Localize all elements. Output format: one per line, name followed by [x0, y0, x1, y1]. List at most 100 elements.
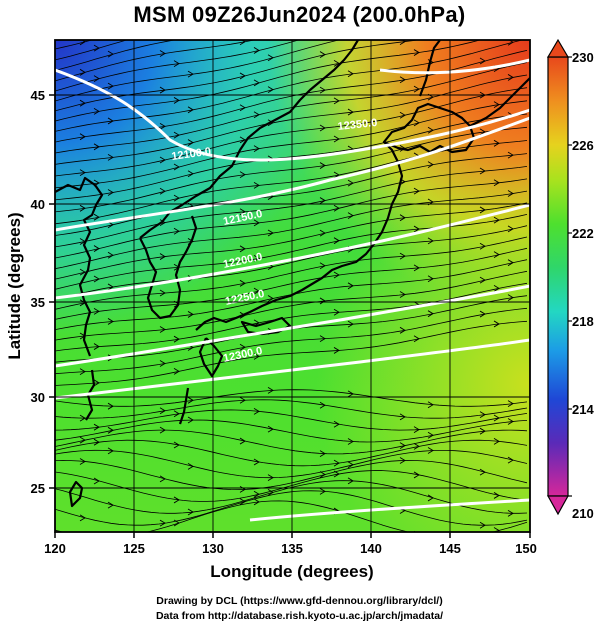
wind-arrowhead — [159, 519, 166, 527]
wind-arrowhead — [413, 225, 420, 233]
wind-arrowhead — [187, 463, 194, 470]
wind-arrowhead — [479, 128, 486, 136]
wind-arrowhead — [493, 139, 500, 147]
wind-arrowhead — [333, 470, 340, 478]
wind-arrowhead — [79, 169, 86, 176]
height-contours — [55, 58, 530, 522]
wind-arrowhead — [479, 276, 486, 284]
wind-arrowhead — [253, 287, 260, 295]
wind-arrowhead — [319, 86, 326, 94]
wind-arrowhead — [319, 197, 326, 204]
wind-arrowhead — [479, 411, 486, 418]
wind-arrowhead — [173, 194, 180, 202]
wind-arrowhead — [333, 347, 340, 354]
wind-arrowhead — [507, 456, 514, 464]
wind-arrowhead — [399, 111, 406, 119]
wind-arrowhead — [159, 187, 166, 195]
wind-arrowhead — [93, 438, 100, 446]
wind-arrowhead — [107, 501, 114, 509]
wind-arrowhead — [79, 99, 86, 107]
wind-arrowhead — [159, 475, 166, 483]
wind-arrowhead — [347, 320, 354, 328]
wind-arrowhead — [320, 19, 325, 25]
wind-arrowhead — [173, 410, 180, 418]
wind-arrowhead — [413, 264, 420, 272]
wind-arrowhead — [159, 360, 166, 367]
wind-arrowhead — [107, 426, 114, 434]
wind-arrowhead — [173, 227, 180, 235]
wind-arrowhead — [79, 268, 86, 276]
wind-arrowhead — [107, 221, 114, 229]
wind-arrowhead — [413, 119, 420, 127]
wind-arrowhead — [173, 335, 180, 343]
colorbar-tick-222: 222 — [572, 226, 594, 241]
wind-arrowhead — [348, 0, 353, 6]
wind-arrowhead — [347, 282, 354, 290]
wind-arrowhead — [93, 143, 100, 151]
grid-lines — [55, 40, 530, 532]
wind-arrowhead — [399, 457, 406, 464]
wind-arrowhead — [399, 413, 406, 421]
wind-arrowhead — [239, 279, 246, 287]
wind-arrowhead — [334, 26, 339, 32]
wind-arrowhead — [159, 156, 166, 164]
wind-arrowhead — [239, 104, 246, 112]
wind-arrowhead — [107, 283, 114, 291]
wind-arrowhead — [159, 326, 166, 333]
wind-arrowhead — [253, 353, 260, 360]
wind-arrowhead — [479, 242, 486, 250]
x-tick-130: 130 — [202, 541, 224, 556]
wind-arrowhead — [93, 75, 100, 83]
wind-arrowhead — [173, 519, 180, 527]
wind-arrowhead — [79, 133, 86, 141]
wind-arrowhead — [187, 396, 194, 404]
wind-arrowhead — [93, 307, 100, 315]
wind-arrowhead — [93, 477, 100, 485]
wind-arrowhead — [107, 153, 114, 161]
wind-arrowhead — [107, 447, 114, 455]
wind-arrowhead — [159, 50, 166, 57]
wind-arrowhead — [253, 498, 260, 506]
wind-arrowhead — [413, 335, 420, 343]
y-tick-40: 40 — [31, 197, 45, 212]
coastlines — [55, 40, 530, 508]
wind-arrowhead — [93, 245, 100, 252]
wind-arrowhead — [493, 437, 500, 445]
wind-arrowhead — [427, 310, 434, 318]
colorbar-tick-230: 230 — [572, 50, 594, 65]
wind-arrowhead — [239, 245, 246, 253]
wind-arrowhead — [413, 443, 420, 450]
wind-arrowhead — [319, 124, 326, 132]
map-title: MSM 09Z26Jun2024 (200.0hPa) — [133, 2, 466, 27]
wind-arrowhead — [107, 117, 114, 125]
wind-arrowhead — [93, 379, 100, 387]
x-tick-140: 140 — [360, 541, 382, 556]
wind-arrowhead — [427, 447, 434, 454]
wind-arrowhead — [427, 237, 434, 245]
wind-arrowhead — [79, 436, 86, 444]
wind-arrowhead — [347, 390, 354, 398]
wind-arrowhead — [427, 275, 434, 283]
wind-arrowhead — [267, 54, 274, 62]
wind-arrowhead — [173, 131, 180, 139]
colorbar-max-arrow — [546, 38, 570, 58]
wind-arrowhead — [253, 145, 260, 153]
wind-arrowhead — [480, 24, 485, 30]
wind-arrowhead — [160, 16, 165, 22]
wind-arrowhead — [347, 70, 354, 78]
wind-arrowhead — [479, 468, 486, 476]
wind-arrowhead — [333, 60, 340, 67]
wind-arrowhead — [239, 171, 246, 179]
credit-drawing: Drawing by DCL (https://www.gfd-dennou.o… — [156, 595, 443, 607]
wind-arrowhead — [268, 22, 273, 28]
wind-arrowhead — [253, 255, 260, 262]
wind-arrowhead — [507, 259, 514, 267]
wind-arrowhead — [159, 219, 166, 227]
wind-arrowhead — [493, 320, 500, 328]
x-tick-145: 145 — [439, 541, 461, 556]
wind-arrowhead — [267, 86, 274, 93]
wind-arrowhead — [253, 111, 260, 119]
wind-arrowhead — [93, 44, 100, 52]
wind-arrowhead — [239, 72, 246, 80]
wind-arrowhead — [107, 82, 114, 90]
